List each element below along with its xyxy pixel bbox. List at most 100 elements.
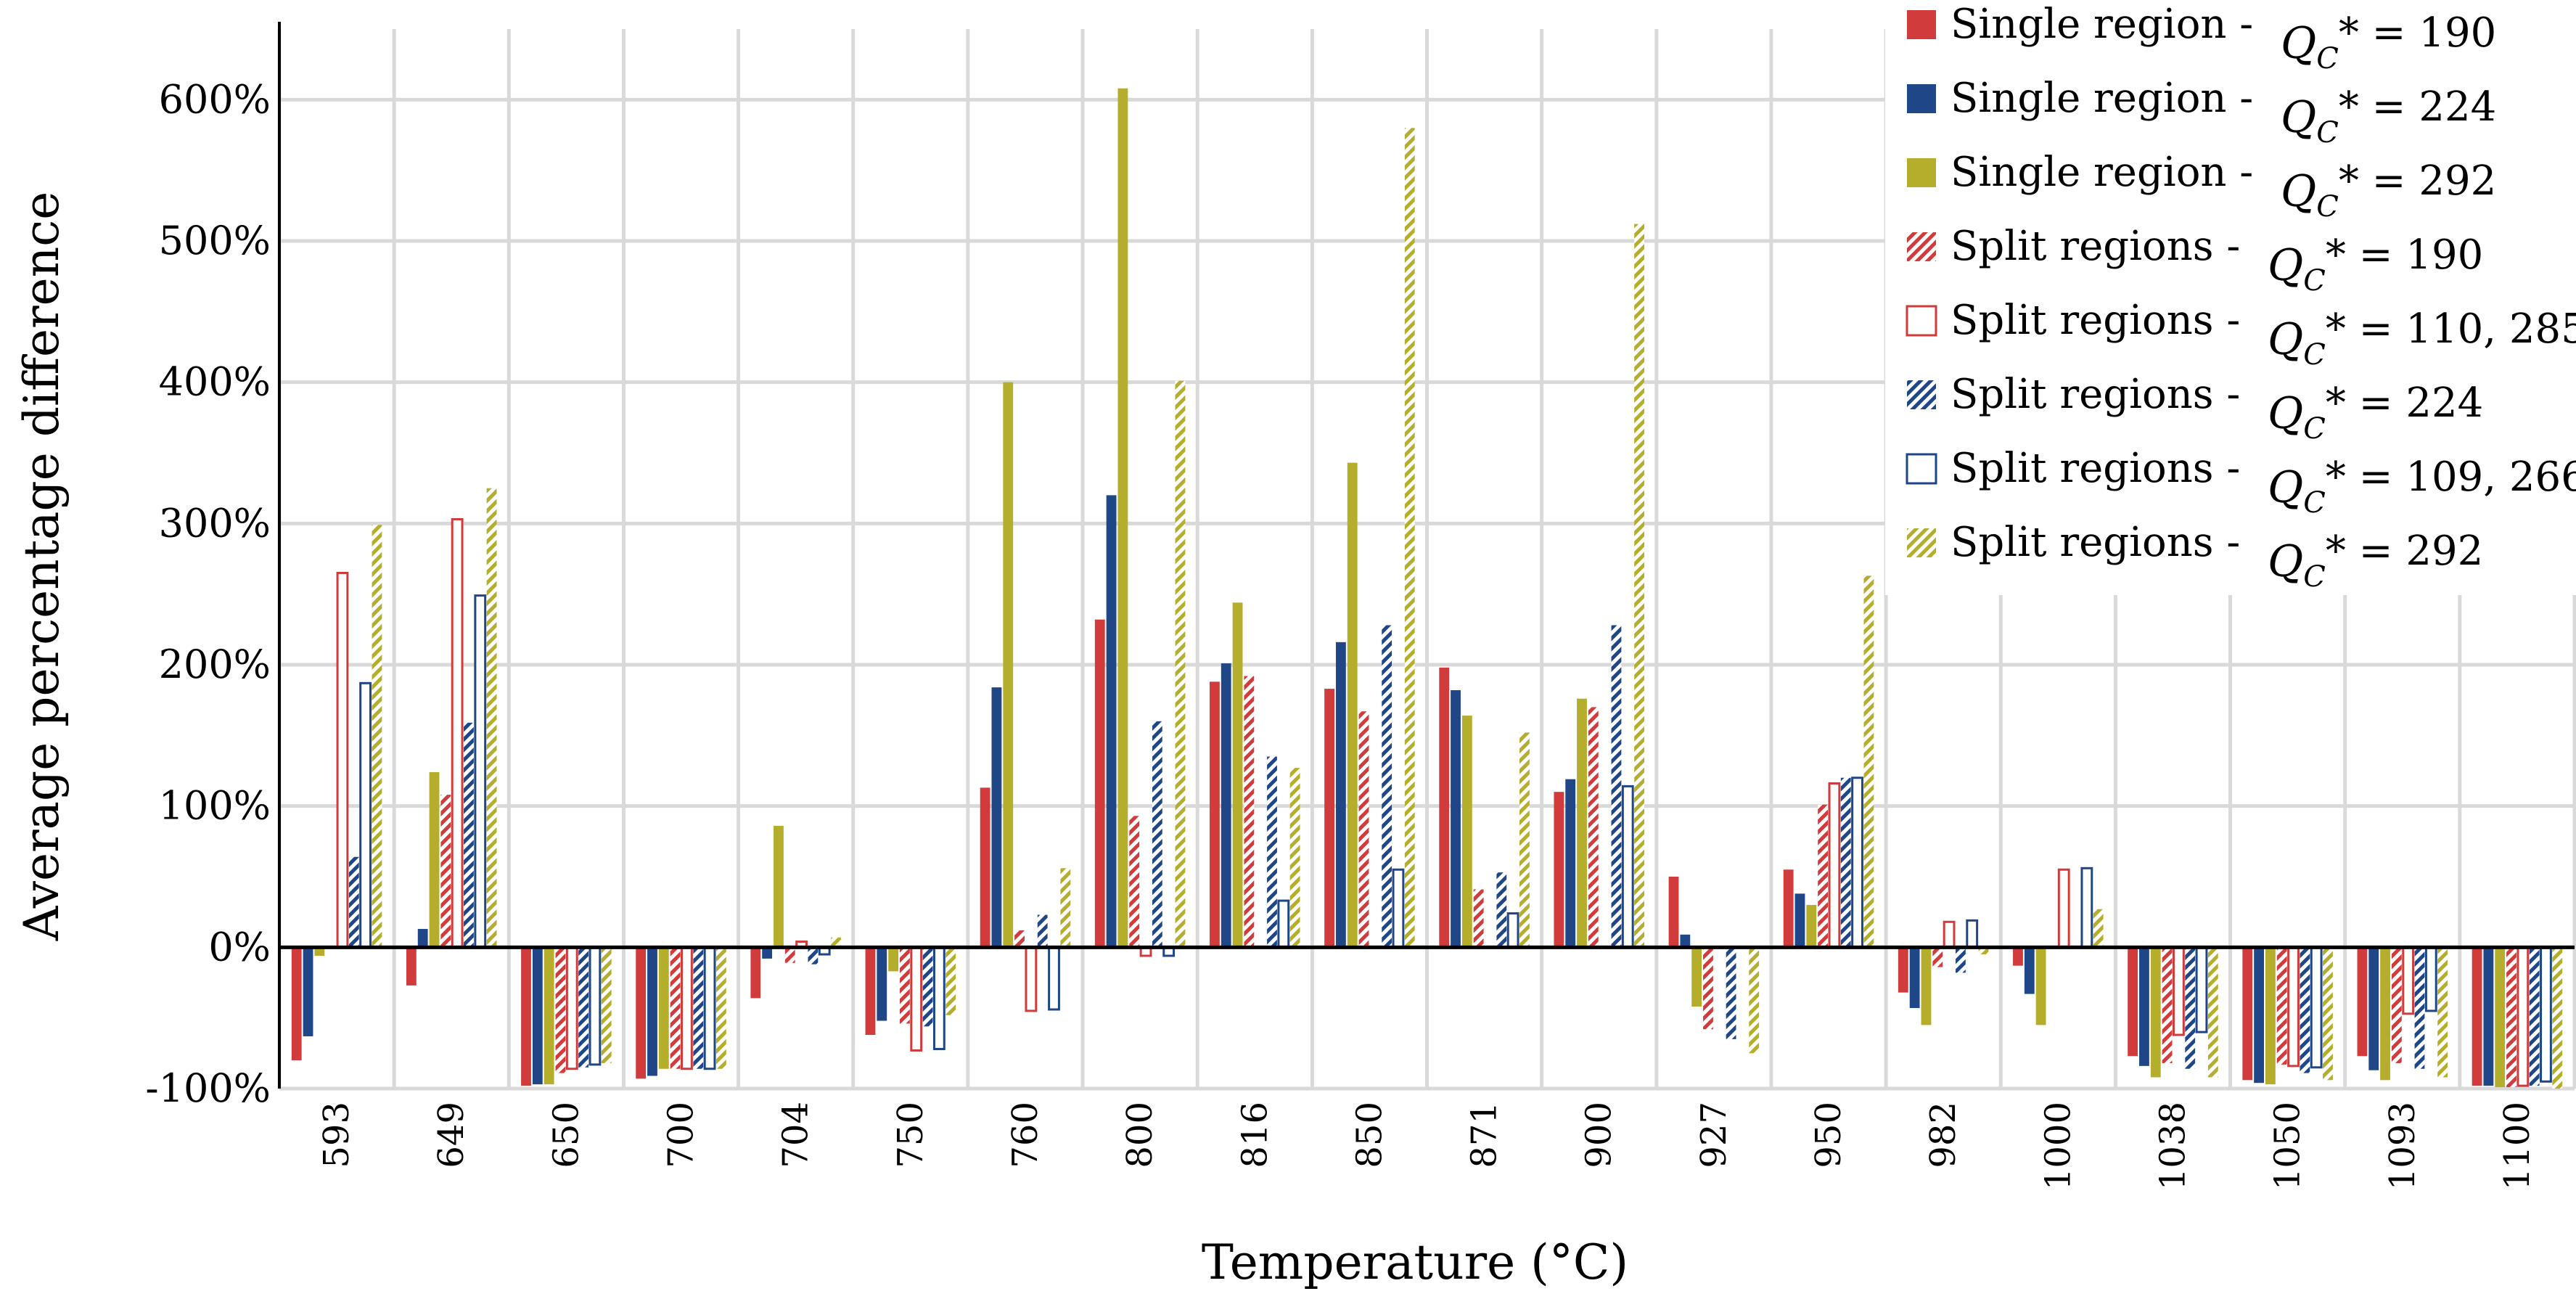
bar: [303, 947, 313, 1036]
series-8: [372, 128, 2563, 1089]
bar: [1025, 946, 1038, 1012]
bar: [1210, 681, 1220, 948]
bar: [2357, 947, 2368, 1057]
x-tick-label: 900: [1579, 1102, 1620, 1168]
bar: [1519, 732, 1530, 948]
bar: [2424, 946, 2437, 1012]
bar: [1152, 721, 1162, 948]
bar: [521, 947, 531, 1086]
legend-label: Split regions - QC* = 109, 266: [1951, 445, 2576, 520]
bar: [2093, 909, 2104, 948]
legend-item: Split regions - QC* = 190: [1907, 223, 2483, 298]
bar: [1358, 711, 1369, 948]
bar: [1806, 904, 1817, 948]
bar: [2437, 947, 2448, 1078]
bar: [1611, 625, 1622, 948]
bar: [1003, 382, 1014, 948]
bar: [1324, 689, 1334, 948]
bar: [2254, 947, 2264, 1083]
bar: [1909, 947, 1920, 1009]
legend-item: Split regions - QC* = 110, 285: [1906, 297, 2576, 372]
bar: [1117, 88, 1128, 948]
bar: [1473, 889, 1484, 948]
bar: [578, 947, 589, 1068]
bar: [1703, 947, 1713, 1030]
bar: [2495, 947, 2506, 1088]
series-1: [291, 619, 2482, 1086]
bar: [429, 771, 440, 948]
bar: [1277, 899, 1290, 949]
bar: [774, 825, 784, 948]
bar: [670, 947, 681, 1069]
bar: [451, 517, 464, 949]
bar: [2529, 947, 2540, 1086]
legend-item: Single region - QC* = 224: [1907, 75, 2496, 149]
bar: [1244, 676, 1255, 948]
bar: [336, 571, 349, 949]
legend-item: Split regions - QC* = 292: [1907, 519, 2483, 594]
x-tick-label: 850: [1349, 1102, 1390, 1168]
x-tick-label: 593: [316, 1102, 357, 1168]
bar-series-group: [291, 88, 2563, 1089]
legend-swatch: [1907, 232, 1936, 261]
bar: [1335, 642, 1346, 948]
bar: [1955, 947, 1966, 973]
bar: [1382, 625, 1392, 948]
bar: [1451, 690, 1461, 948]
bar: [1978, 947, 1989, 955]
bar: [1289, 768, 1300, 948]
bar: [601, 947, 612, 1063]
y-tick-label: 400%: [159, 359, 271, 405]
bar: [1060, 868, 1071, 948]
y-tick-label: 0%: [208, 924, 271, 970]
bar: [1783, 869, 1794, 948]
x-tick-label: 760: [1005, 1102, 1046, 1168]
bar: [406, 947, 417, 986]
bar: [1851, 777, 1863, 949]
bar: [1048, 946, 1060, 1011]
bar: [2242, 947, 2253, 1081]
bar: [1014, 930, 1025, 948]
bar: [2128, 947, 2138, 1057]
bar: [588, 946, 602, 1066]
bar: [1794, 893, 1805, 948]
bar: [1634, 224, 1644, 948]
bar: [1554, 792, 1564, 948]
bar: [658, 947, 669, 1069]
bar: [1898, 947, 1908, 993]
bar: [1565, 779, 1576, 948]
bar: [417, 929, 428, 948]
x-tick-label: 927: [1694, 1102, 1734, 1168]
bar: [750, 947, 761, 999]
y-tick-label: -100%: [145, 1065, 271, 1111]
bar: [1175, 380, 1186, 948]
bar: [636, 947, 647, 1079]
bar: [2368, 947, 2379, 1070]
bar: [1221, 663, 1231, 948]
bar: [1668, 877, 1679, 948]
legend-item: Split regions - QC* = 109, 266: [1906, 445, 2576, 520]
legend-label: Single region - QC* = 224: [1951, 75, 2496, 149]
x-tick-label: 650: [546, 1102, 586, 1168]
legend-item: Single region - QC* = 292: [1907, 149, 2496, 224]
bar: [2300, 947, 2310, 1073]
x-tick-label: 1050: [2268, 1102, 2308, 1190]
bar: [980, 787, 990, 948]
bar: [2185, 947, 2196, 1069]
bar: [565, 946, 578, 1070]
x-tick-label: 1093: [2382, 1102, 2423, 1190]
legend-label: Split regions - QC* = 292: [1951, 519, 2483, 594]
bar: [1691, 947, 1702, 1007]
bar: [1404, 128, 1415, 948]
bar: [2162, 947, 2173, 1063]
x-tick-label: 700: [661, 1102, 702, 1168]
x-tick-label: 871: [1464, 1102, 1505, 1168]
bar: [2310, 946, 2323, 1069]
bar: [932, 946, 946, 1050]
bar: [1129, 816, 1140, 948]
bar: [1966, 919, 1979, 949]
series-2: [303, 495, 2494, 1086]
bar: [474, 594, 487, 949]
bar: [1621, 785, 1634, 949]
